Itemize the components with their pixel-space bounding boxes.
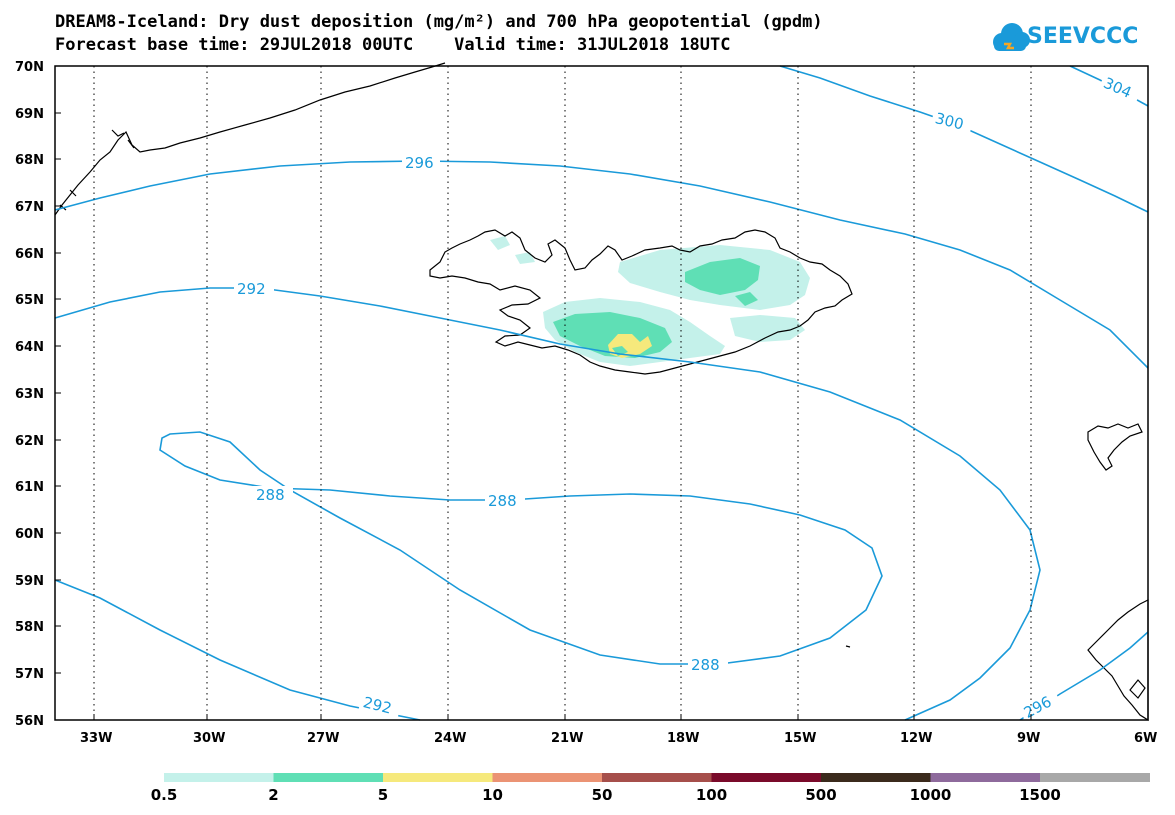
latitude-labels: 70N 69N 68N 67N 66N 65N 64N 63N 62N 61N …	[15, 60, 44, 729]
lat-label: 69N	[15, 107, 44, 122]
dust-level-2	[612, 346, 628, 356]
legend-swatch	[383, 773, 493, 782]
lat-label: 67N	[15, 200, 44, 215]
cloud-icon	[993, 23, 1030, 51]
legend-label: 5	[378, 786, 388, 804]
legend-swatch	[930, 773, 1041, 782]
contour-288	[159, 431, 883, 665]
legend-label: 2	[268, 786, 278, 804]
lat-label: 58N	[15, 620, 44, 635]
legend-label: 500	[805, 786, 836, 804]
contour-labels: 296 300 304 292 288 288 288 292 296	[234, 72, 1142, 724]
geopotential-contours	[54, 65, 1149, 721]
map-frame	[54, 65, 1149, 721]
lon-label: 24W	[434, 731, 466, 746]
legend-swatch	[492, 773, 603, 782]
legend-label: 1500	[1019, 786, 1061, 804]
contour-label: 296	[405, 154, 434, 172]
title-line-2: Forecast base time: 29JUL2018 00UTC Vali…	[55, 35, 731, 55]
axis-ticks	[55, 112, 1032, 720]
lat-label: 56N	[15, 714, 44, 729]
lon-label: 21W	[551, 731, 583, 746]
coastline-rockall	[845, 645, 851, 648]
coastline-scotland	[1087, 599, 1149, 722]
dust-level-0.5	[730, 315, 805, 342]
longitude-labels: 33W 30W 27W 24W 21W 18W 15W 12W 9W 6W	[80, 731, 1157, 746]
contour-292	[54, 287, 1041, 721]
legend-swatch	[711, 773, 822, 782]
logo-text: SEEVCCC	[1027, 24, 1139, 49]
lon-label: 33W	[80, 731, 112, 746]
contour-label: 300	[933, 109, 965, 133]
contour-296	[54, 160, 1149, 369]
legend-label: 1000	[910, 786, 952, 804]
coastline-iceland	[429, 229, 853, 375]
legend-label: 100	[696, 786, 727, 804]
dust-level-0.5	[515, 252, 535, 264]
lat-label: 61N	[15, 480, 44, 495]
title-line-1: DREAM8-Iceland: Dry dust deposition (mg/…	[55, 12, 823, 32]
legend-swatch	[602, 773, 712, 782]
lon-label: 6W	[1134, 731, 1157, 746]
lat-label: 57N	[15, 667, 44, 682]
lat-label: 60N	[15, 527, 44, 542]
lon-label: 27W	[307, 731, 339, 746]
coastlines	[54, 62, 1149, 722]
seevccc-logo	[993, 23, 1030, 51]
lon-label: 30W	[193, 731, 225, 746]
lat-label: 66N	[15, 247, 44, 262]
legend-label: 10	[482, 786, 503, 804]
contour-label: 288	[691, 656, 720, 674]
lat-label: 62N	[15, 434, 44, 449]
graticule	[93, 66, 1032, 720]
coastline-hebrides	[1129, 679, 1146, 699]
lat-label: 68N	[15, 153, 44, 168]
lon-label: 15W	[784, 731, 816, 746]
color-legend: 0.5 2 5 10 50 100 500 1000 1500	[151, 773, 1150, 804]
lat-label: 59N	[15, 574, 44, 589]
lat-label: 70N	[15, 60, 44, 75]
coastline-greenland-inlets	[59, 129, 135, 211]
coastline-faroe	[1087, 423, 1143, 471]
lat-label: 63N	[15, 387, 44, 402]
legend-label: 50	[592, 786, 613, 804]
contour-label: 292	[361, 693, 393, 717]
legend-swatch	[164, 773, 274, 782]
lon-label: 18W	[667, 731, 699, 746]
lat-label: 65N	[15, 293, 44, 308]
lon-label: 12W	[900, 731, 932, 746]
contour-292-south	[54, 579, 421, 721]
legend-swatch	[821, 773, 931, 782]
contour-label: 292	[237, 280, 266, 298]
dust-level-2	[685, 258, 760, 295]
coastline-greenland	[54, 62, 446, 216]
dust-level-2	[735, 292, 758, 306]
contour-label: 288	[488, 492, 517, 510]
contour-300	[779, 65, 1149, 213]
lat-label: 64N	[15, 340, 44, 355]
legend-swatch	[273, 773, 384, 782]
lon-label: 9W	[1017, 731, 1040, 746]
legend-label: 0.5	[151, 786, 178, 804]
contour-label: 288	[256, 486, 285, 504]
dust-level-0.5	[490, 236, 510, 250]
legend-swatch	[1040, 773, 1150, 782]
